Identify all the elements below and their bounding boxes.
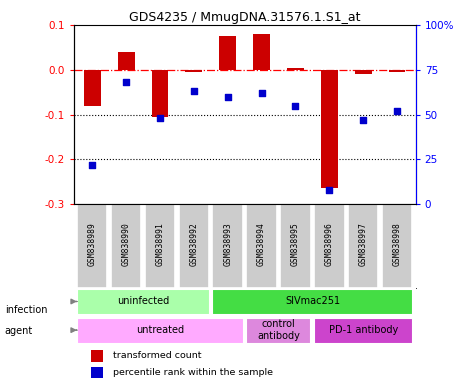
Text: SIVmac251: SIVmac251: [285, 296, 340, 306]
Point: [122, 79, 130, 85]
Bar: [212, 204, 243, 288]
Text: GSM838998: GSM838998: [392, 222, 401, 266]
Text: percentile rank within the sample: percentile rank within the sample: [113, 367, 273, 377]
Text: uninfected: uninfected: [117, 296, 170, 306]
Bar: [111, 204, 142, 288]
Text: infection: infection: [5, 305, 47, 315]
Point: [393, 108, 401, 114]
Point: [292, 103, 299, 109]
Bar: [91, 367, 103, 378]
Text: untreated: untreated: [136, 325, 184, 335]
Bar: [84, 70, 101, 106]
Bar: [247, 204, 277, 288]
Bar: [77, 204, 107, 288]
Text: agent: agent: [5, 326, 33, 336]
Text: GSM838989: GSM838989: [88, 222, 97, 266]
Text: GSM838991: GSM838991: [155, 222, 164, 266]
Bar: [253, 34, 270, 70]
Bar: [91, 350, 103, 362]
Bar: [118, 52, 134, 70]
Bar: [389, 70, 406, 72]
Text: GSM838993: GSM838993: [223, 222, 232, 266]
Bar: [314, 318, 413, 344]
Bar: [382, 204, 412, 288]
Bar: [280, 204, 311, 288]
Text: GSM838994: GSM838994: [257, 222, 266, 266]
Bar: [212, 289, 413, 315]
Text: transformed count: transformed count: [113, 351, 201, 360]
Text: GSM838996: GSM838996: [325, 222, 334, 266]
Text: GSM838997: GSM838997: [359, 222, 368, 266]
Point: [190, 88, 198, 94]
Bar: [152, 70, 169, 117]
Point: [325, 187, 333, 193]
Text: PD-1 antibody: PD-1 antibody: [329, 325, 398, 335]
Bar: [314, 204, 344, 288]
Point: [88, 162, 96, 168]
Title: GDS4235 / MmugDNA.31576.1.S1_at: GDS4235 / MmugDNA.31576.1.S1_at: [129, 11, 361, 24]
Text: GSM838992: GSM838992: [190, 222, 199, 266]
Bar: [287, 68, 304, 70]
Text: control
antibody: control antibody: [257, 319, 300, 341]
Bar: [219, 36, 236, 70]
Bar: [145, 204, 175, 288]
Point: [360, 117, 367, 123]
Point: [258, 90, 266, 96]
Bar: [185, 70, 202, 72]
Bar: [77, 318, 244, 344]
Bar: [77, 289, 210, 315]
Bar: [348, 204, 379, 288]
Point: [156, 115, 164, 121]
Point: [224, 94, 231, 100]
Text: GSM838995: GSM838995: [291, 222, 300, 266]
Bar: [321, 70, 338, 189]
Bar: [179, 204, 209, 288]
Bar: [247, 318, 311, 344]
Text: GSM838990: GSM838990: [122, 222, 131, 266]
Bar: [355, 70, 371, 74]
